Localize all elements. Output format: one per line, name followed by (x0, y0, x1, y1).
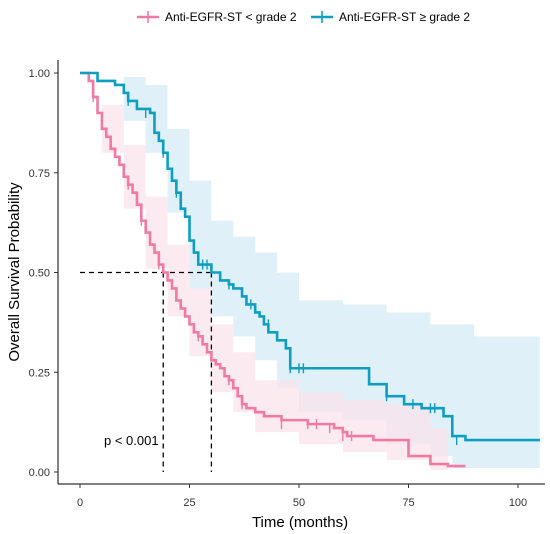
x-tick-label-3: 50 (293, 497, 305, 509)
y-tick-label-5: 1.00 (29, 68, 50, 80)
x-tick-label-4: 75 (402, 497, 414, 509)
plot-area (80, 71, 540, 472)
axes: 0.00 0.25 0.50 0.75 1.00 0 25 50 75 100 Time (mo… (6, 60, 545, 531)
confidence-band-series-2 (80, 73, 540, 472)
y-tick-label-3: 0.50 (29, 268, 50, 280)
legend-label-series-1: Anti-EGFR-ST < grade 2 (165, 10, 297, 24)
p-value-annotation: p < 0.001 (104, 433, 159, 448)
legend-item-series-1[interactable]: Anti-EGFR-ST < grade 2 (137, 10, 297, 24)
legend-label-series-2: Anti-EGFR-ST ≥ grade 2 (339, 10, 470, 24)
x-tick-label-2: 25 (183, 497, 195, 509)
survival-curve-series-2 (80, 71, 540, 442)
x-tick-label-5: 100 (509, 497, 527, 509)
confidence-band-series-1 (80, 73, 448, 472)
y-tick-label-2: 0.25 (29, 367, 50, 379)
y-axis-title: Overall Survival Probability (6, 182, 23, 362)
legend-item-series-2[interactable]: Anti-EGFR-ST ≥ grade 2 (311, 10, 470, 24)
y-tick-label-4: 0.75 (29, 168, 50, 180)
x-tick-label-1: 0 (77, 497, 83, 509)
x-axis-title: Time (months) (252, 514, 348, 531)
y-tick-label-1: 0.00 (29, 467, 50, 479)
legend: Anti-EGFR-ST < grade 2 Anti-EGFR-ST ≥ gr… (137, 10, 470, 24)
